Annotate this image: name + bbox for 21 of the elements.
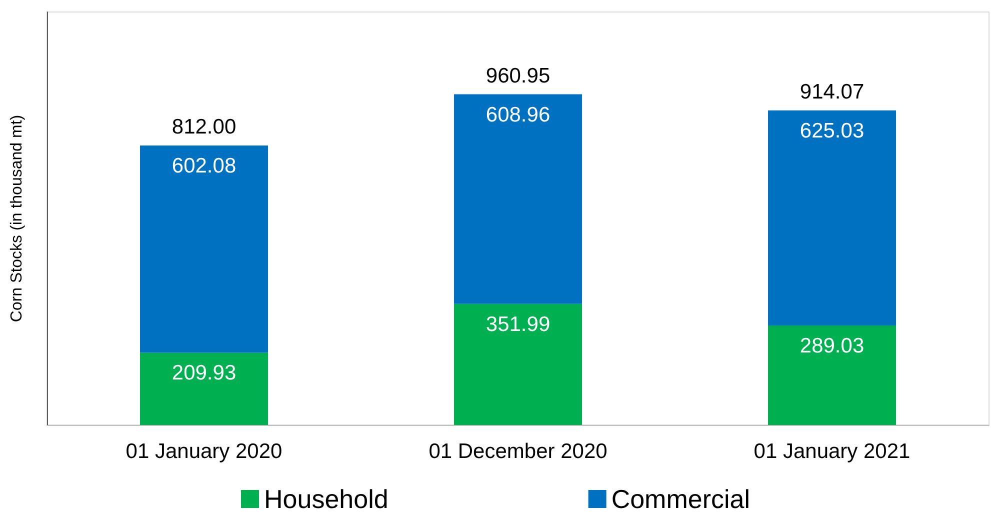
legend-label: Commercial <box>611 484 750 513</box>
total-label: 960.95 <box>486 64 550 88</box>
bar <box>140 352 268 425</box>
data-label: 209.93 <box>172 362 236 385</box>
bar <box>768 110 896 326</box>
bar <box>454 94 582 304</box>
data-label: 602.08 <box>172 154 236 178</box>
data-label: 351.99 <box>486 312 550 336</box>
y-axis-title: Corn Stocks (in thousand mt) <box>8 114 26 322</box>
x-tick-label: 01 December 2020 <box>428 440 608 463</box>
x-tick-label: 01 January 2020 <box>126 440 282 463</box>
legend-label: Household <box>264 484 388 513</box>
data-label: 608.96 <box>486 103 550 126</box>
bar <box>454 304 582 425</box>
bar <box>140 146 268 353</box>
x-tick-label: 01 January 2021 <box>754 440 910 463</box>
total-label: 812.00 <box>172 116 236 139</box>
data-label: 625.03 <box>800 119 864 142</box>
total-label: 914.07 <box>800 80 864 104</box>
data-label: 289.03 <box>800 334 864 358</box>
bar <box>768 326 896 425</box>
